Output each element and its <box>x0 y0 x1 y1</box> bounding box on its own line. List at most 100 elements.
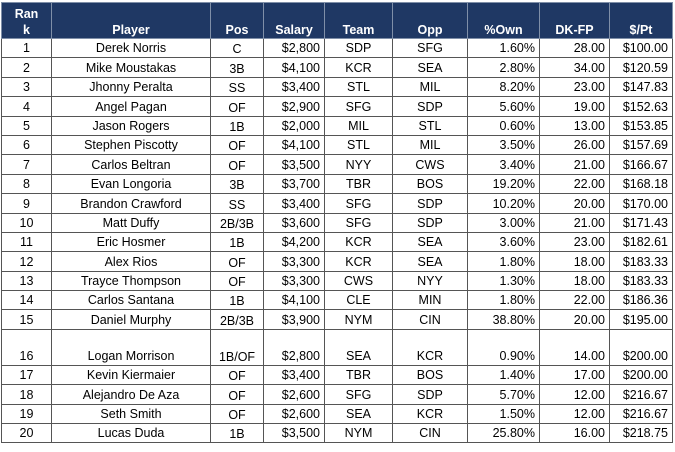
cell-rank: 4 <box>1 96 52 117</box>
cell-team: MIL <box>324 115 393 136</box>
cell-team: SFG <box>324 212 393 233</box>
cell-ppt: $183.33 <box>609 270 673 292</box>
cell-ppt: $216.67 <box>609 403 673 425</box>
table-row: 16 Logan Morrison 1B/OF $2,800 SEA KCR 0.90% 14… <box>1 328 673 366</box>
cell-opp: CWS <box>392 154 468 175</box>
cell-rank: 2 <box>1 57 52 78</box>
cell-team: SFG <box>324 384 393 405</box>
cell-rank: 16 <box>1 328 52 366</box>
cell-own: 1.60% <box>467 37 540 59</box>
cell-pos: 1B <box>210 115 264 136</box>
cell-pos: OF <box>210 384 264 405</box>
cell-own: 10.20% <box>467 193 540 214</box>
cell-opp: KCR <box>392 403 468 425</box>
cell-team: SFG <box>324 96 393 117</box>
cell-player: Daniel Murphy <box>51 309 211 330</box>
cell-team: STL <box>324 76 393 98</box>
table-row: 15 Daniel Murphy 2B/3B $3,900 NYM CIN 38.80% 20… <box>1 309 673 330</box>
cell-rank: 3 <box>1 76 52 98</box>
cell-dkfp: 22.00 <box>539 173 610 195</box>
cell-pos: 2B/3B <box>210 309 264 330</box>
cell-pos: OF <box>210 403 264 425</box>
cell-dkfp: 12.00 <box>539 403 610 425</box>
cell-dkfp: 34.00 <box>539 57 610 78</box>
cell-team: NYY <box>324 154 393 175</box>
table-row: 12 Alex Rios OF $3,300 KCR SEA 1.80% 18.00 $183.… <box>1 251 673 272</box>
cell-opp: SDP <box>392 193 468 214</box>
cell-opp: SFG <box>392 37 468 59</box>
cell-player: Eric Hosmer <box>51 231 211 253</box>
cell-salary: $3,600 <box>263 212 325 233</box>
cell-salary: $2,800 <box>263 328 325 366</box>
cell-dkfp: 18.00 <box>539 270 610 292</box>
table-row: 8 Evan Longoria 3B $3,700 TBR BOS 19.20% 22.00 $… <box>1 173 673 195</box>
cell-player: Derek Norris <box>51 37 211 59</box>
header-team: Team <box>324 2 393 39</box>
header-opp: Opp <box>392 2 468 39</box>
cell-ppt: $218.75 <box>609 423 673 444</box>
cell-player: Mike Moustakas <box>51 57 211 78</box>
cell-salary: $2,900 <box>263 96 325 117</box>
player-value-table: Rank Player Pos Salary Team Opp %Own DK-… <box>1 2 673 444</box>
cell-own: 3.60% <box>467 231 540 253</box>
cell-opp: MIL <box>392 134 468 156</box>
table-row: 20 Lucas Duda 1B $3,500 NYM CIN 25.80% 16.00 $21… <box>1 423 673 444</box>
cell-salary: $3,300 <box>263 270 325 292</box>
cell-opp: SEA <box>392 231 468 253</box>
cell-team: TBR <box>324 173 393 195</box>
header-dkfp: DK-FP <box>539 2 610 39</box>
cell-player: Alex Rios <box>51 251 211 272</box>
cell-rank: 9 <box>1 193 52 214</box>
cell-player: Stephen Piscotty <box>51 134 211 156</box>
cell-dkfp: 26.00 <box>539 134 610 156</box>
cell-team: KCR <box>324 231 393 253</box>
cell-salary: $4,100 <box>263 134 325 156</box>
cell-salary: $4,100 <box>263 57 325 78</box>
header-own: %Own <box>467 2 540 39</box>
cell-salary: $2,000 <box>263 115 325 136</box>
cell-own: 1.80% <box>467 290 540 311</box>
cell-rank: 12 <box>1 251 52 272</box>
cell-rank: 13 <box>1 270 52 292</box>
cell-player: Brandon Crawford <box>51 193 211 214</box>
cell-opp: MIN <box>392 290 468 311</box>
cell-own: 1.30% <box>467 270 540 292</box>
header-pos: Pos <box>210 2 264 39</box>
table-body: 1 Derek Norris C $2,800 SDP SFG 1.60% 28.00 $100… <box>1 37 673 444</box>
table-row: 10 Matt Duffy 2B/3B $3,600 SFG SDP 3.00% 21.00 $… <box>1 212 673 233</box>
cell-own: 5.70% <box>467 384 540 405</box>
cell-salary: $2,600 <box>263 384 325 405</box>
cell-salary: $3,700 <box>263 173 325 195</box>
cell-ppt: $147.83 <box>609 76 673 98</box>
cell-own: 19.20% <box>467 173 540 195</box>
cell-ppt: $120.59 <box>609 57 673 78</box>
cell-own: 3.00% <box>467 212 540 233</box>
header-ppt: $/Pt <box>609 2 673 39</box>
cell-ppt: $200.00 <box>609 328 673 366</box>
cell-pos: 2B/3B <box>210 212 264 233</box>
cell-ppt: $200.00 <box>609 364 673 386</box>
cell-opp: SDP <box>392 96 468 117</box>
cell-rank: 5 <box>1 115 52 136</box>
cell-pos: 1B <box>210 231 264 253</box>
cell-rank: 6 <box>1 134 52 156</box>
cell-opp: SEA <box>392 57 468 78</box>
cell-opp: CIN <box>392 309 468 330</box>
cell-salary: $3,400 <box>263 364 325 386</box>
cell-player: Jhonny Peralta <box>51 76 211 98</box>
cell-salary: $3,400 <box>263 193 325 214</box>
cell-team: CWS <box>324 270 393 292</box>
table-row: 7 Carlos Beltran OF $3,500 NYY CWS 3.40% 21.00 $… <box>1 154 673 175</box>
cell-pos: 3B <box>210 173 264 195</box>
header-row: Rank Player Pos Salary Team Opp %Own DK-… <box>1 2 673 39</box>
cell-ppt: $183.33 <box>609 251 673 272</box>
cell-team: NYM <box>324 309 393 330</box>
cell-player: Angel Pagan <box>51 96 211 117</box>
header-rank: Rank <box>1 2 52 39</box>
cell-dkfp: 17.00 <box>539 364 610 386</box>
cell-rank: 11 <box>1 231 52 253</box>
cell-pos: OF <box>210 96 264 117</box>
cell-dkfp: 22.00 <box>539 290 610 311</box>
cell-rank: 10 <box>1 212 52 233</box>
cell-rank: 20 <box>1 423 52 444</box>
